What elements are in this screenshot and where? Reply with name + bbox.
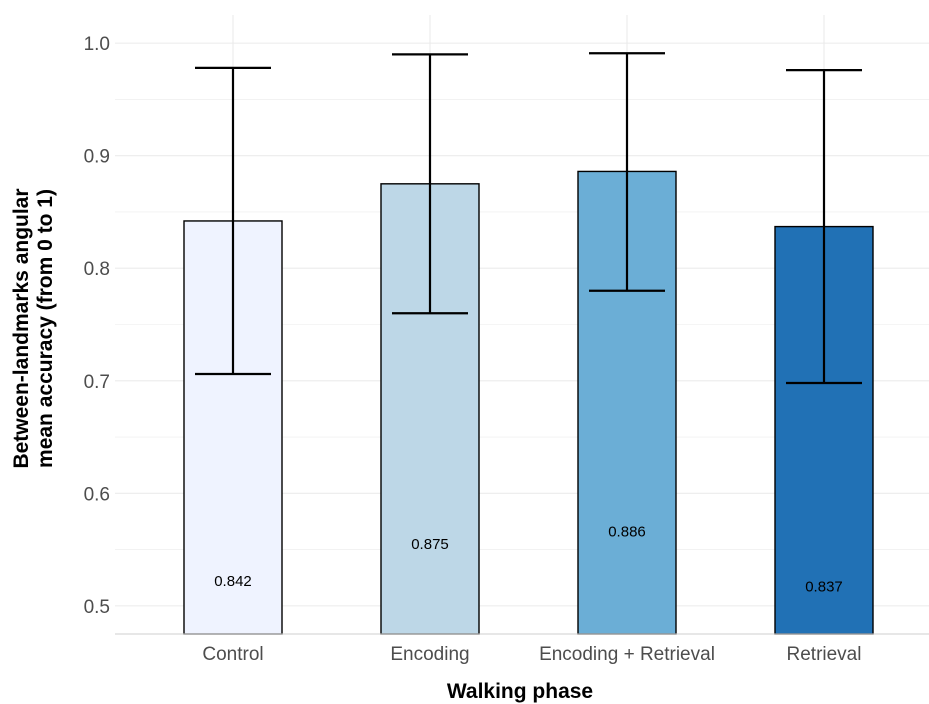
value-label: 0.875 <box>411 536 449 553</box>
x-tick-label: Control <box>202 644 263 665</box>
y-tick-label: 1.0 <box>84 34 110 55</box>
bars <box>183 170 874 635</box>
value-label: 0.837 <box>805 579 843 596</box>
x-tick-label: Encoding <box>390 644 469 665</box>
x-tick-label: Encoding + Retrieval <box>539 644 715 665</box>
y-axis-title-line: Between-landmarks angular <box>10 188 33 468</box>
y-axis-title: Between-landmarks angular mean accuracy (… <box>10 188 57 468</box>
x-tick-labels: Control Encoding Encoding + Retrieval Retri… <box>202 644 861 665</box>
error-bar <box>786 69 862 385</box>
y-tick-labels: 0.5 0.6 0.7 0.8 0.9 1.0 <box>84 34 110 618</box>
y-tick-label: 0.7 <box>84 372 110 393</box>
error-bar <box>392 53 468 315</box>
error-bar <box>589 52 665 292</box>
y-tick-label: 0.9 <box>84 147 110 168</box>
y-tick-label: 0.8 <box>84 259 110 280</box>
error-bars <box>195 52 862 385</box>
y-tick-label: 0.5 <box>84 597 110 618</box>
x-axis-title: Walking phase <box>447 680 593 703</box>
value-label: 0.842 <box>214 573 252 590</box>
value-label: 0.886 <box>608 524 646 541</box>
y-axis-title-line: mean accuracy (from 0 to 1) <box>34 189 57 468</box>
error-bar <box>195 66 271 376</box>
value-labels: 0.842 0.875 0.886 0.837 <box>214 524 843 596</box>
y-tick-label: 0.6 <box>84 484 110 505</box>
x-tick-label: Retrieval <box>787 644 862 665</box>
